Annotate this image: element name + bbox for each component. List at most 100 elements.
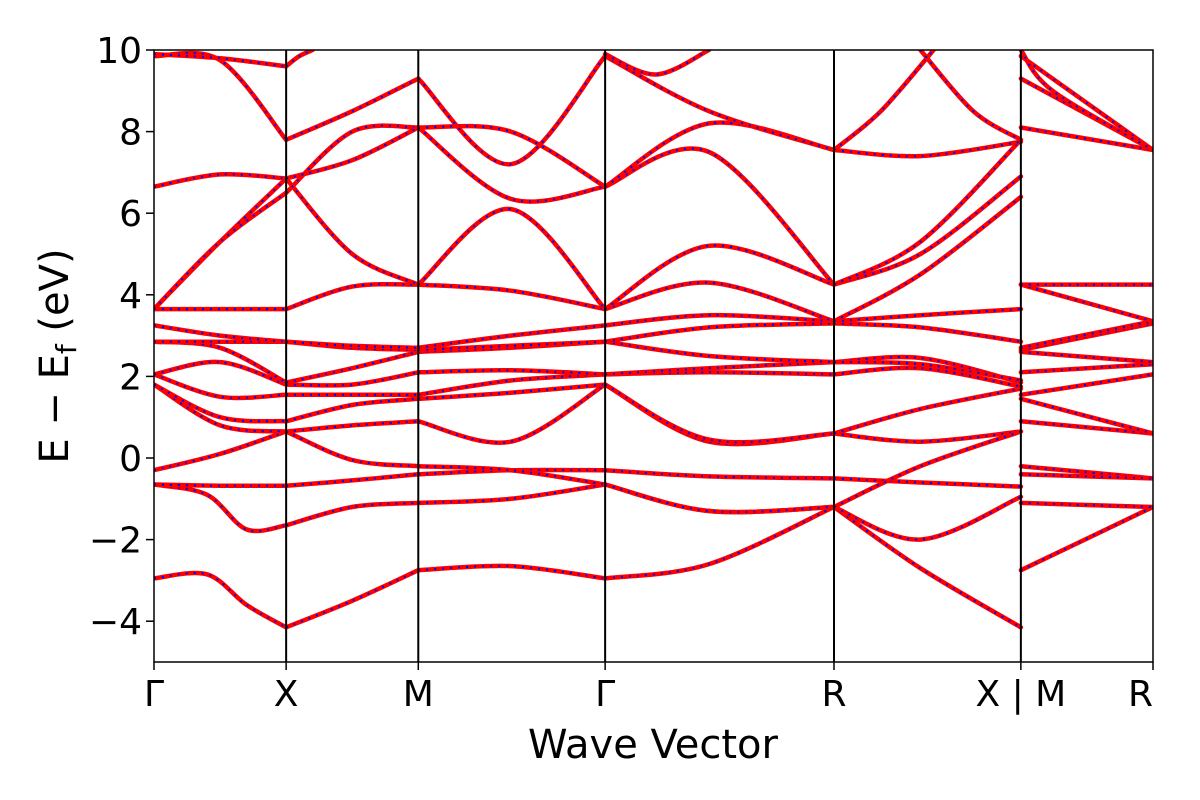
x-tick-label: X | M xyxy=(975,674,1066,715)
x-tick-label: R xyxy=(821,674,846,715)
x-tick-label: Γ xyxy=(144,674,164,715)
band-line xyxy=(416,323,608,351)
band-line xyxy=(602,382,837,445)
band-line xyxy=(283,500,421,528)
band-line xyxy=(831,476,1024,489)
x-tick-label: R xyxy=(1128,674,1153,715)
band-line xyxy=(283,123,421,196)
band-line xyxy=(154,323,289,344)
band-line xyxy=(1018,319,1153,351)
band-line xyxy=(283,339,421,351)
band-line xyxy=(416,382,608,445)
band-line-overlay xyxy=(154,361,287,386)
band-line xyxy=(831,494,1024,542)
band-line xyxy=(1018,396,1153,436)
band-line-overlay xyxy=(1020,501,1153,508)
band-line-overlay xyxy=(1020,55,1153,151)
band-line-overlay xyxy=(154,483,287,533)
band-line xyxy=(154,171,289,189)
high-symmetry-lines xyxy=(285,50,1022,662)
y-axis-title: E − Ef (eV) xyxy=(32,248,83,463)
y-tick-label: 0 xyxy=(119,439,142,480)
band-line xyxy=(283,176,421,287)
y-tick-label: −4 xyxy=(89,602,142,643)
band-line xyxy=(283,472,421,488)
band-line xyxy=(283,370,421,388)
band-line xyxy=(283,419,421,434)
band-line-overlay xyxy=(919,50,1022,141)
band-line xyxy=(154,482,289,489)
band-line xyxy=(416,125,608,204)
band-line-overlay xyxy=(1020,473,1153,480)
band-line-overlay xyxy=(604,147,835,286)
y-axis-title-main: E − E xyxy=(32,354,78,464)
y-tick-label: 4 xyxy=(119,276,142,317)
band-line-overlay xyxy=(605,314,835,327)
band-line-overlay xyxy=(1020,420,1153,435)
y-axis-title-subscript: f xyxy=(50,343,83,354)
band-line-overlay xyxy=(605,361,835,376)
band-line-overlay xyxy=(154,430,287,472)
band-line xyxy=(602,53,837,153)
band-line-overlay xyxy=(833,506,1022,629)
band-line-overlay xyxy=(154,373,287,399)
band-line-overlay xyxy=(605,469,835,480)
y-tick-label: −2 xyxy=(89,521,142,562)
band-line xyxy=(283,125,421,181)
band-line-overlay xyxy=(833,387,1022,435)
x-axis-title: Wave Vector xyxy=(528,722,779,768)
band-line xyxy=(602,482,837,515)
band-line-overlay xyxy=(604,506,835,580)
band-line-overlay xyxy=(833,139,1022,286)
x-tick-label: M xyxy=(403,674,434,715)
band-line-overlay xyxy=(285,430,419,468)
x-tick-label: X xyxy=(274,674,299,715)
band-line-overlay xyxy=(418,125,606,188)
band-line xyxy=(416,339,608,353)
band-line-overlay xyxy=(1020,465,1153,480)
x-tick-label: Γ xyxy=(595,674,615,715)
band-line xyxy=(602,50,712,77)
band-line-overlay xyxy=(154,571,287,629)
band-line xyxy=(831,174,1024,287)
band-line-overlay xyxy=(285,77,419,141)
plot-frame xyxy=(153,49,1154,663)
band-line xyxy=(416,563,608,581)
band-line xyxy=(416,482,608,506)
y-tick-label: 2 xyxy=(119,357,142,398)
band-line xyxy=(602,243,837,312)
band-line-overlay xyxy=(154,383,287,433)
plot-background xyxy=(154,50,1153,662)
y-tick-label: 6 xyxy=(119,194,142,235)
band-line-overlay xyxy=(1020,350,1153,364)
band-line xyxy=(154,51,289,69)
band-line xyxy=(416,282,608,312)
band-line-overlay xyxy=(285,569,419,629)
band-line-overlay xyxy=(1020,506,1153,572)
band-line-overlay xyxy=(285,50,314,68)
band-line xyxy=(416,382,608,402)
band-line-overlay xyxy=(604,340,835,364)
band-line xyxy=(154,190,289,312)
band-line-overlay xyxy=(154,383,287,423)
band-line xyxy=(831,321,1024,344)
band-line-overlay xyxy=(1020,50,1153,151)
band-line-overlay xyxy=(417,208,606,310)
band-line xyxy=(416,368,608,377)
band-line xyxy=(831,365,1024,389)
band-line xyxy=(831,429,1024,510)
band-line xyxy=(283,396,421,424)
band-line-overlay xyxy=(417,55,606,166)
y-axis: −4 −2 0 2 4 6 8 10 xyxy=(89,31,154,643)
band-line xyxy=(831,429,1024,444)
band-line-overlay xyxy=(285,283,419,311)
band-line-overlay xyxy=(833,196,1022,323)
band-lines xyxy=(154,50,1153,630)
band-line xyxy=(831,359,1024,383)
band-line-overlay xyxy=(285,350,419,384)
band-line-overlay xyxy=(604,322,835,343)
band-line xyxy=(1018,372,1153,398)
band-line xyxy=(1018,125,1153,153)
band-line xyxy=(831,306,1024,324)
